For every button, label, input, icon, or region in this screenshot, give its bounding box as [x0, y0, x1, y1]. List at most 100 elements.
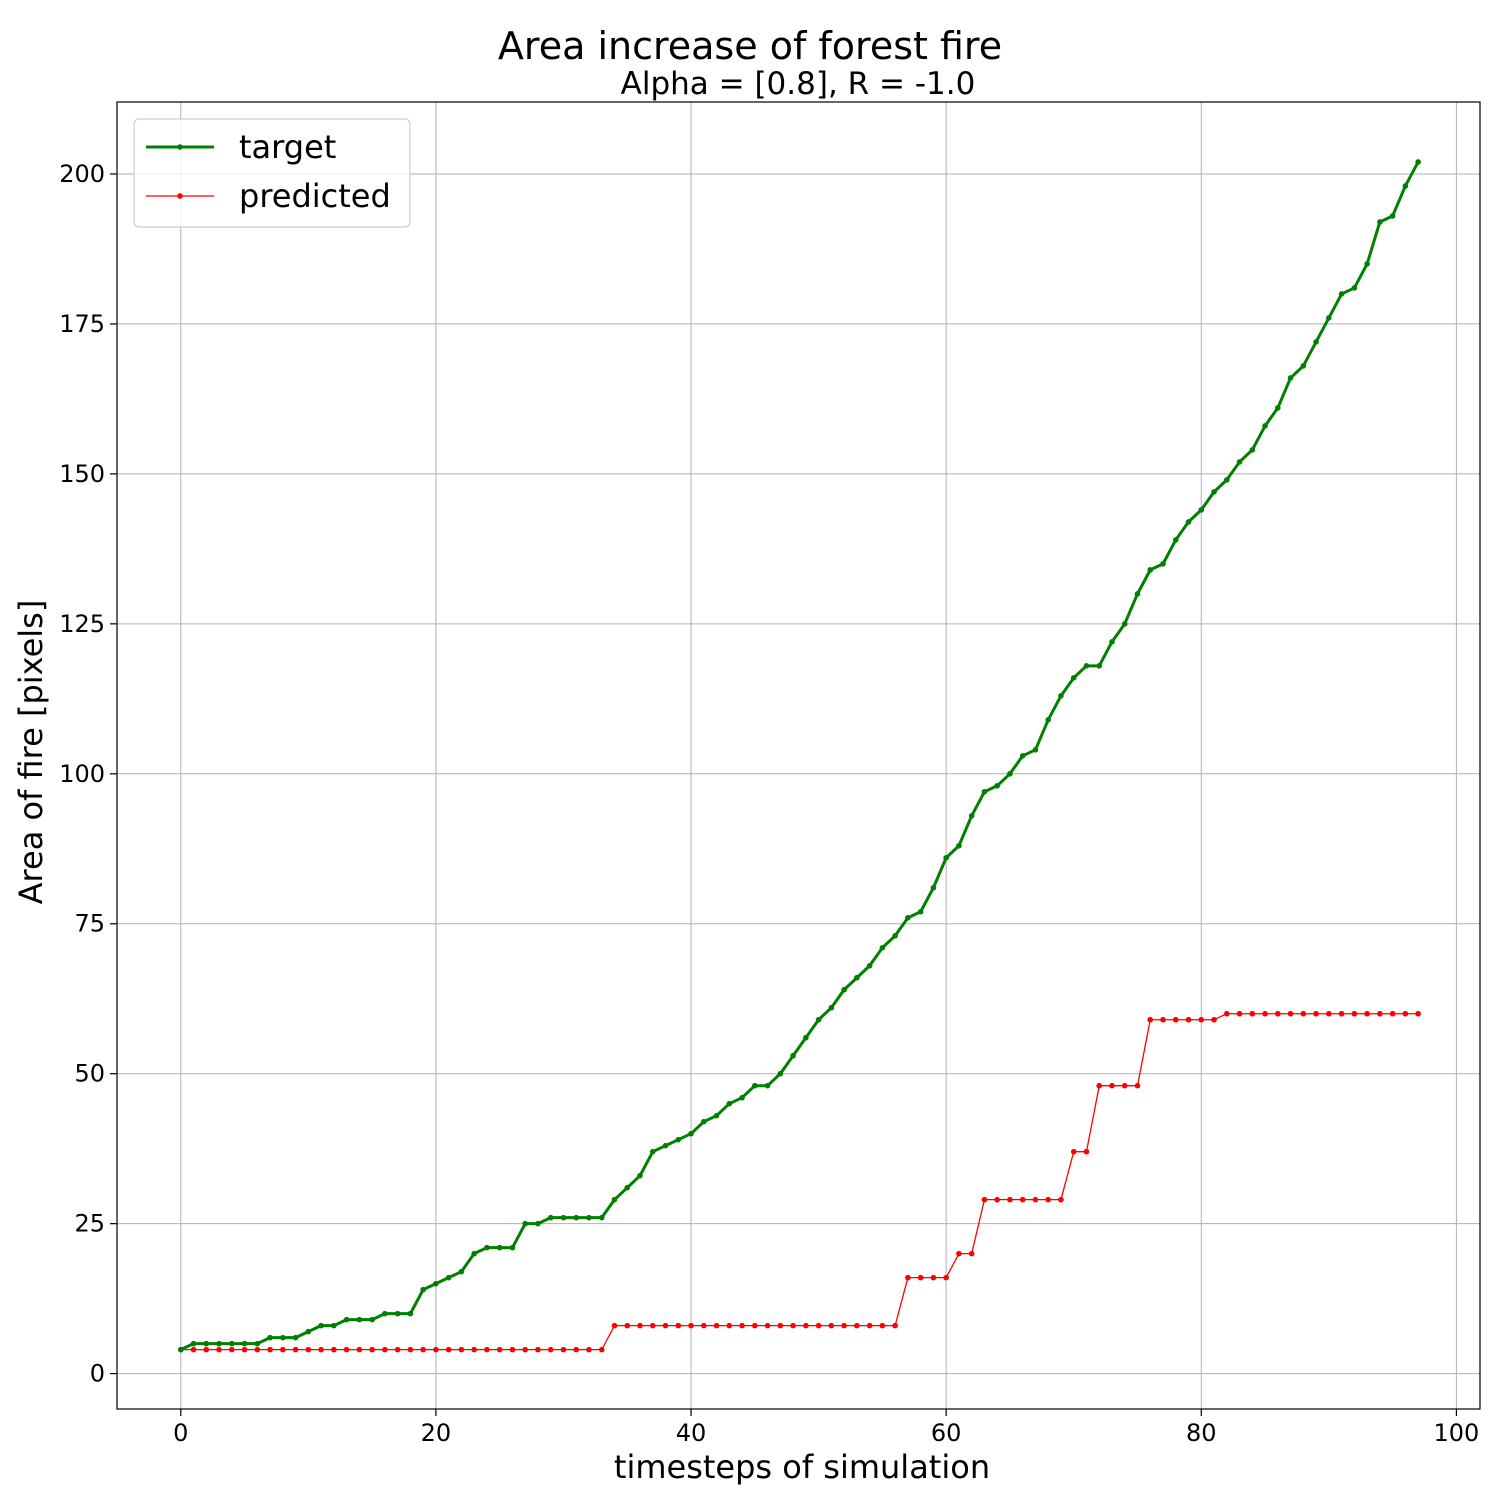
- data-point-predicted: [1275, 1010, 1281, 1017]
- data-point-target: [598, 1214, 605, 1221]
- data-point-target: [675, 1136, 682, 1143]
- data-point-predicted: [356, 1346, 363, 1353]
- x-tick-label: 100: [1433, 1419, 1479, 1447]
- data-point-predicted: [739, 1322, 745, 1329]
- data-point-predicted: [917, 1274, 924, 1281]
- data-point-target: [956, 842, 962, 849]
- data-point-target: [573, 1214, 580, 1221]
- data-point-target: [981, 788, 988, 795]
- legend-marker-target: [177, 144, 183, 150]
- data-point-predicted: [637, 1322, 643, 1329]
- data-point-predicted: [905, 1274, 911, 1281]
- data-point-target: [854, 974, 860, 981]
- data-point-target: [624, 1184, 631, 1191]
- data-point-predicted: [547, 1346, 554, 1353]
- data-point-predicted: [598, 1346, 605, 1353]
- data-point-predicted: [496, 1346, 503, 1353]
- data-point-predicted: [713, 1322, 720, 1329]
- data-point-predicted: [573, 1346, 580, 1353]
- data-point-predicted: [1223, 1010, 1230, 1017]
- data-point-predicted: [1032, 1196, 1039, 1203]
- data-point-target: [445, 1274, 452, 1281]
- data-point-target: [1121, 621, 1128, 627]
- data-point-target: [828, 1004, 835, 1011]
- data-point-target: [764, 1082, 771, 1089]
- data-point-predicted: [1198, 1016, 1205, 1023]
- data-point-predicted: [458, 1346, 465, 1353]
- data-point-predicted: [611, 1322, 618, 1329]
- data-point-target: [203, 1340, 210, 1347]
- data-point-target: [1185, 519, 1192, 525]
- data-point-predicted: [1070, 1148, 1077, 1155]
- data-point-predicted: [318, 1346, 324, 1353]
- data-point-predicted: [930, 1274, 937, 1281]
- data-point-predicted: [866, 1322, 873, 1329]
- data-point-predicted: [624, 1322, 631, 1329]
- data-point-predicted: [1185, 1016, 1192, 1023]
- legend: target predicted: [133, 118, 411, 228]
- data-point-predicted: [522, 1346, 528, 1353]
- y-tick-label: 50: [74, 1060, 105, 1088]
- data-point-target: [1083, 663, 1090, 669]
- data-point-predicted: [229, 1346, 235, 1353]
- series-predicted: [177, 1010, 1421, 1353]
- data-point-predicted: [1083, 1148, 1090, 1155]
- data-point-target: [1211, 489, 1217, 495]
- y-tick-label: 150: [59, 460, 105, 488]
- data-point-predicted: [1172, 1016, 1179, 1023]
- data-point-target: [968, 812, 975, 819]
- y-tick-label: 0: [90, 1360, 105, 1388]
- data-point-predicted: [1096, 1082, 1103, 1089]
- data-point-target: [560, 1214, 567, 1221]
- data-point-predicted: [841, 1322, 847, 1329]
- data-point-target: [1338, 291, 1345, 297]
- data-point-predicted: [1211, 1016, 1217, 1023]
- y-tick-label: 125: [59, 610, 105, 638]
- data-point-target: [892, 932, 898, 939]
- data-point-target: [917, 908, 924, 915]
- data-point-predicted: [484, 1346, 490, 1353]
- data-point-predicted: [815, 1322, 822, 1329]
- data-point-target: [994, 782, 1000, 789]
- chart-title: Area increase of forest fire: [498, 24, 1002, 68]
- x-tick-label: 0: [173, 1419, 188, 1447]
- data-point-target: [356, 1316, 363, 1323]
- data-point-predicted: [777, 1322, 784, 1329]
- data-point-predicted: [943, 1274, 949, 1281]
- data-point-predicted: [420, 1346, 426, 1353]
- series-target: [177, 159, 1421, 1353]
- data-point-predicted: [1415, 1010, 1421, 1017]
- data-point-target: [726, 1100, 733, 1107]
- data-point-predicted: [1109, 1082, 1115, 1089]
- chart-subtitle: Alpha = [0.8], R = -1.0: [621, 66, 976, 102]
- data-point-target: [739, 1094, 745, 1101]
- x-axis-label: timesteps of simulation: [614, 1448, 990, 1486]
- data-point-target: [318, 1322, 324, 1329]
- data-point-target: [1402, 183, 1409, 189]
- data-point-predicted: [445, 1346, 452, 1353]
- data-point-predicted: [1160, 1016, 1166, 1023]
- data-point-predicted: [1019, 1196, 1026, 1203]
- data-point-predicted: [1007, 1196, 1013, 1203]
- data-point-target: [1326, 315, 1332, 321]
- data-point-target: [496, 1244, 503, 1251]
- grid: [117, 102, 1480, 1409]
- data-point-predicted: [1121, 1082, 1128, 1089]
- data-point-predicted: [203, 1346, 210, 1353]
- data-point-predicted: [535, 1346, 541, 1353]
- data-point-predicted: [803, 1322, 809, 1329]
- y-axis-label: Area of fire [pixels]: [12, 600, 50, 905]
- data-point-target: [1096, 663, 1103, 669]
- data-point-predicted: [1338, 1010, 1345, 1017]
- data-point-predicted: [305, 1346, 312, 1353]
- data-point-target: [1351, 285, 1358, 291]
- data-point-target: [713, 1112, 720, 1119]
- data-point-predicted: [1045, 1196, 1051, 1203]
- data-point-target: [1287, 375, 1294, 381]
- data-point-target: [1032, 747, 1039, 753]
- data-point-predicted: [280, 1346, 286, 1353]
- data-point-predicted: [1364, 1010, 1370, 1017]
- data-point-predicted: [1326, 1010, 1332, 1017]
- data-point-predicted: [649, 1322, 656, 1329]
